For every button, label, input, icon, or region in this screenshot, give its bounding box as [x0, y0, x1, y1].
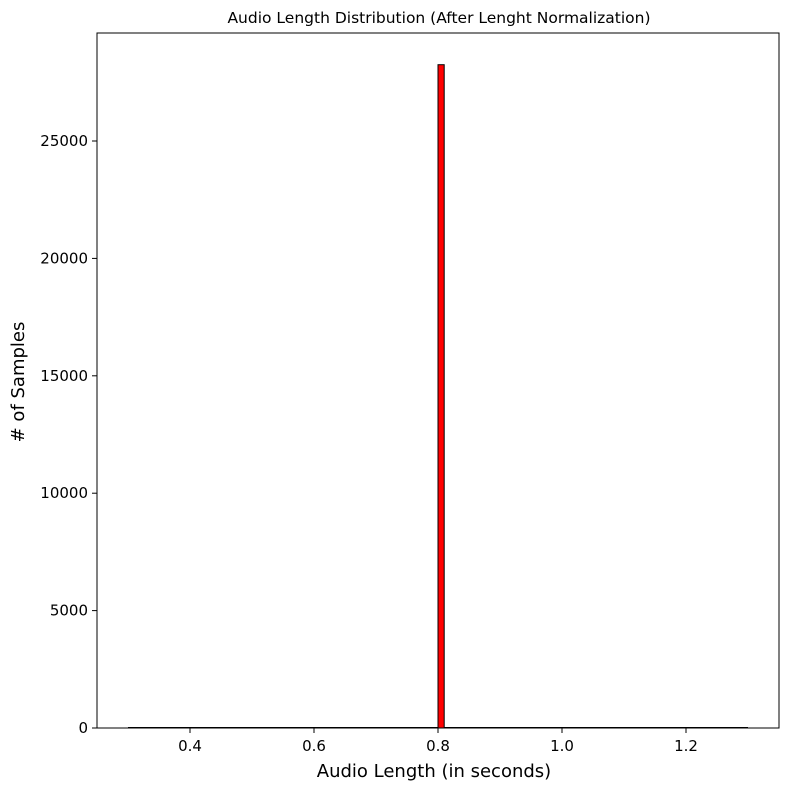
- x-axis-label: Audio Length (in seconds): [317, 761, 551, 782]
- x-axis: 0.4 0.6 0.8 1.0 1.2: [178, 728, 698, 755]
- x-tick-label: 0.8: [426, 737, 450, 755]
- plot-frame: [96, 32, 780, 729]
- y-tick-label: 25000: [40, 132, 88, 150]
- y-axis-label: # of Samples: [8, 322, 29, 443]
- y-tick-label: 20000: [40, 249, 88, 267]
- y-axis: 0 5000 10000 15000 20000 25000: [40, 132, 97, 737]
- y-tick-label: 0: [78, 719, 88, 737]
- y-tick-label: 15000: [40, 367, 88, 385]
- plot-area: [128, 64, 748, 729]
- x-tick-label: 0.6: [302, 737, 326, 755]
- chart-title: Audio Length Distribution (After Lenght …: [227, 9, 650, 27]
- y-tick-label: 10000: [40, 484, 88, 502]
- x-tick-label: 1.0: [550, 737, 574, 755]
- x-tick-label: 0.4: [178, 737, 202, 755]
- y-tick-label: 5000: [50, 602, 88, 620]
- x-tick-label: 1.2: [674, 737, 698, 755]
- histogram-bar: [437, 64, 445, 729]
